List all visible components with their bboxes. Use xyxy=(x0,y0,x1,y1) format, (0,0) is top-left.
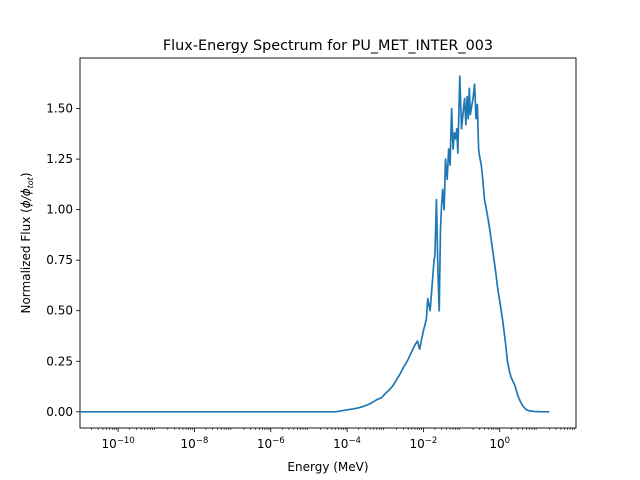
x-axis-ticks: 10−10 10−8 10−6 10−4 10−2 100 xyxy=(91,428,575,451)
x-tick-label: 10−2 xyxy=(409,436,437,451)
y-axis-label-symbol: ϕ/ϕ xyxy=(19,188,33,208)
y-axis-label-subscript: tot xyxy=(26,176,35,188)
x-axis-label: Energy (MeV) xyxy=(287,460,368,474)
x-tick-label: 10−6 xyxy=(257,436,285,451)
y-axis-label-end: ) xyxy=(19,172,33,177)
y-tick-label: 0.25 xyxy=(46,354,73,368)
x-tick-label: 10−10 xyxy=(102,436,135,451)
y-axis-ticks: 0.00 0.25 0.50 0.75 1.00 1.25 1.50 xyxy=(46,102,80,419)
y-tick-label: 1.50 xyxy=(46,102,73,116)
series-line-flux xyxy=(80,75,550,413)
y-tick-label: 1.00 xyxy=(46,203,73,217)
y-tick-label: 1.25 xyxy=(46,152,73,166)
axes-frame xyxy=(79,57,577,429)
chart-title: Flux-Energy Spectrum for PU_MET_INTER_00… xyxy=(163,38,493,54)
y-tick-label: 0.75 xyxy=(46,253,73,267)
x-tick-label: 10−8 xyxy=(181,436,209,451)
x-tick-label: 100 xyxy=(489,436,510,451)
y-tick-label: 0.50 xyxy=(46,304,73,318)
y-axis-label-main: Normalized Flux ( xyxy=(19,208,33,313)
y-axis-label: Normalized Flux (ϕ/ϕtot) xyxy=(19,172,35,313)
plot-area xyxy=(79,57,577,429)
x-tick-label: 10−4 xyxy=(333,436,361,451)
y-tick-label: 0.00 xyxy=(46,405,73,419)
